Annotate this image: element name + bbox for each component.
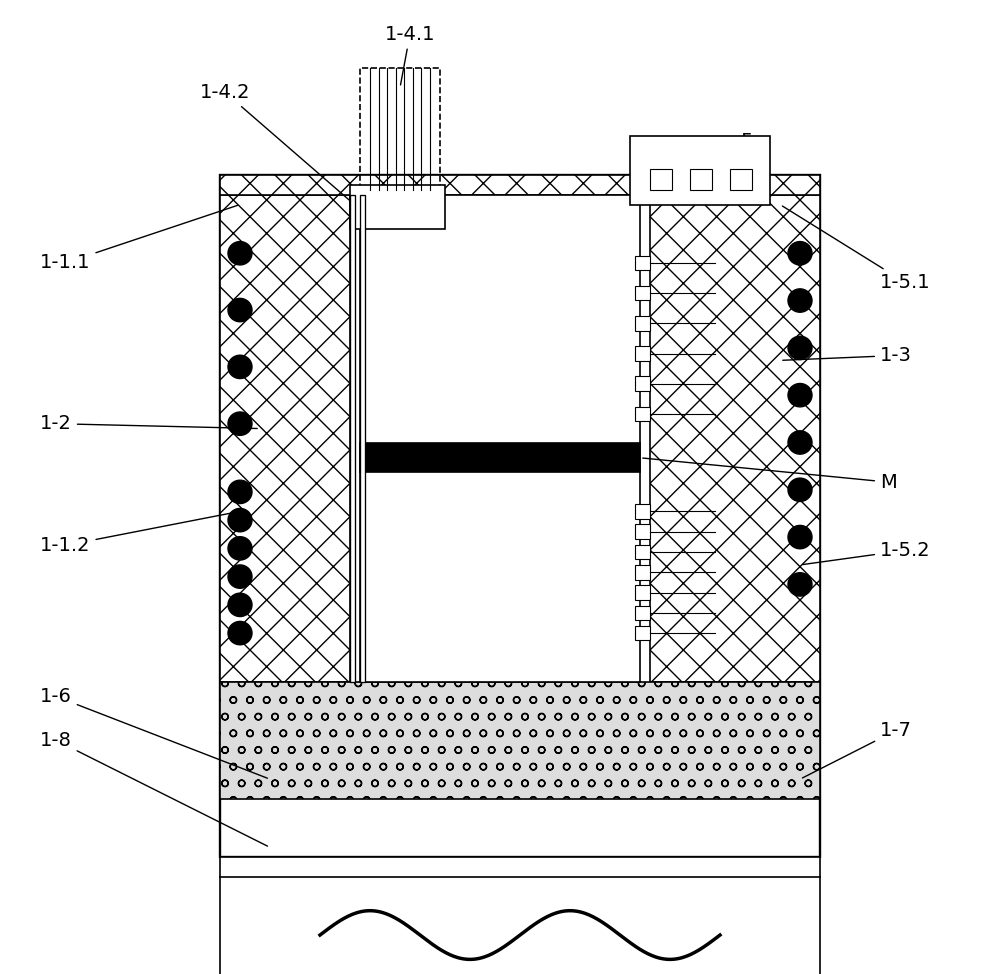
Circle shape bbox=[788, 336, 812, 359]
Bar bbox=[630, 136, 770, 205]
Circle shape bbox=[228, 356, 252, 379]
Bar bbox=[220, 175, 820, 857]
Bar bbox=[360, 195, 640, 682]
Text: 1-3: 1-3 bbox=[783, 346, 912, 365]
Bar bbox=[635, 565, 650, 580]
Text: 1-1.1: 1-1.1 bbox=[40, 206, 237, 273]
Circle shape bbox=[788, 478, 812, 502]
Bar bbox=[635, 626, 650, 641]
Bar bbox=[635, 505, 650, 518]
Bar bbox=[635, 376, 650, 391]
Text: 1-6: 1-6 bbox=[40, 687, 267, 778]
Circle shape bbox=[788, 289, 812, 313]
Text: 1-5.1: 1-5.1 bbox=[782, 206, 931, 292]
Circle shape bbox=[228, 593, 252, 617]
Bar bbox=[635, 606, 650, 620]
Circle shape bbox=[228, 621, 252, 645]
Bar bbox=[360, 195, 365, 682]
Bar bbox=[220, 682, 820, 799]
Text: 1-2: 1-2 bbox=[40, 414, 257, 433]
Circle shape bbox=[228, 242, 252, 265]
Text: 1-7: 1-7 bbox=[802, 721, 912, 778]
Bar bbox=[635, 585, 650, 600]
Circle shape bbox=[228, 480, 252, 504]
Text: 5: 5 bbox=[731, 131, 753, 151]
Bar bbox=[360, 68, 440, 190]
Bar bbox=[635, 406, 650, 421]
Circle shape bbox=[228, 412, 252, 435]
Bar bbox=[635, 524, 650, 539]
Bar bbox=[635, 255, 650, 270]
Bar bbox=[350, 185, 445, 229]
Circle shape bbox=[788, 242, 812, 265]
Bar bbox=[635, 286, 650, 300]
Text: 1-4.2: 1-4.2 bbox=[200, 83, 358, 207]
Circle shape bbox=[228, 537, 252, 560]
Bar bbox=[690, 169, 712, 190]
Circle shape bbox=[788, 384, 812, 407]
Bar bbox=[635, 316, 650, 330]
Circle shape bbox=[788, 573, 812, 596]
Bar bbox=[635, 544, 650, 559]
Text: 1-5.2: 1-5.2 bbox=[803, 541, 931, 565]
Text: 1-1.2: 1-1.2 bbox=[40, 512, 237, 555]
Text: 1-8: 1-8 bbox=[40, 730, 268, 846]
Circle shape bbox=[228, 508, 252, 532]
Circle shape bbox=[228, 565, 252, 588]
Bar bbox=[220, 857, 820, 974]
Bar bbox=[360, 443, 640, 472]
Bar bbox=[650, 195, 820, 682]
Bar bbox=[220, 195, 350, 682]
Bar bbox=[220, 175, 820, 195]
Bar bbox=[730, 169, 752, 190]
Circle shape bbox=[788, 431, 812, 454]
Circle shape bbox=[228, 298, 252, 321]
Text: M: M bbox=[643, 458, 897, 492]
Bar bbox=[635, 346, 650, 360]
Bar bbox=[650, 169, 672, 190]
Circle shape bbox=[788, 525, 812, 548]
Text: 1-4.1: 1-4.1 bbox=[385, 24, 435, 85]
Bar bbox=[350, 195, 355, 682]
